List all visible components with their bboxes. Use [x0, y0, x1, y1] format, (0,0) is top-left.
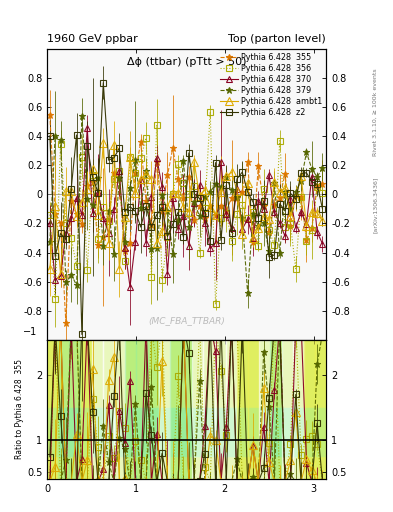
Bar [47, 340, 326, 479]
Bar [315, 340, 326, 479]
Bar [148, 340, 159, 479]
Text: [arXiv:1306.3436]: [arXiv:1306.3436] [373, 177, 378, 233]
Bar [103, 340, 114, 479]
Bar [47, 340, 58, 479]
Bar [259, 340, 270, 479]
Bar [270, 340, 281, 479]
Bar [159, 340, 170, 479]
Text: (MC_FBA_TTBAR): (MC_FBA_TTBAR) [148, 316, 225, 326]
Bar [92, 340, 103, 479]
Bar [293, 340, 304, 479]
Bar [248, 340, 259, 479]
Bar [226, 340, 237, 479]
Text: Rivet 3.1.10, ≥ 100k events: Rivet 3.1.10, ≥ 100k events [373, 69, 378, 157]
Bar [136, 340, 148, 479]
Bar [170, 340, 181, 479]
Bar [192, 340, 204, 479]
Bar [204, 340, 215, 479]
Bar [70, 340, 81, 479]
Bar [125, 340, 136, 479]
Bar [47, 340, 326, 479]
Bar [81, 340, 92, 479]
Text: Top (parton level): Top (parton level) [228, 33, 326, 44]
Bar [114, 340, 125, 479]
Legend: Pythia 6.428  355, Pythia 6.428  356, Pythia 6.428  370, Pythia 6.428  379, Pyth: Pythia 6.428 355, Pythia 6.428 356, Pyth… [219, 51, 324, 118]
Bar [281, 340, 293, 479]
Text: 1960 GeV ppbar: 1960 GeV ppbar [47, 33, 138, 44]
Bar [237, 340, 248, 479]
Text: −1: −1 [24, 327, 38, 337]
Bar [215, 340, 226, 479]
Bar [58, 340, 70, 479]
Y-axis label: Ratio to Pythia 6.428  355: Ratio to Pythia 6.428 355 [15, 359, 24, 459]
Bar [181, 340, 192, 479]
Text: Δϕ (ttbar) (pTtt > 50): Δϕ (ttbar) (pTtt > 50) [127, 57, 246, 68]
Bar [47, 408, 326, 456]
Bar [304, 340, 315, 479]
